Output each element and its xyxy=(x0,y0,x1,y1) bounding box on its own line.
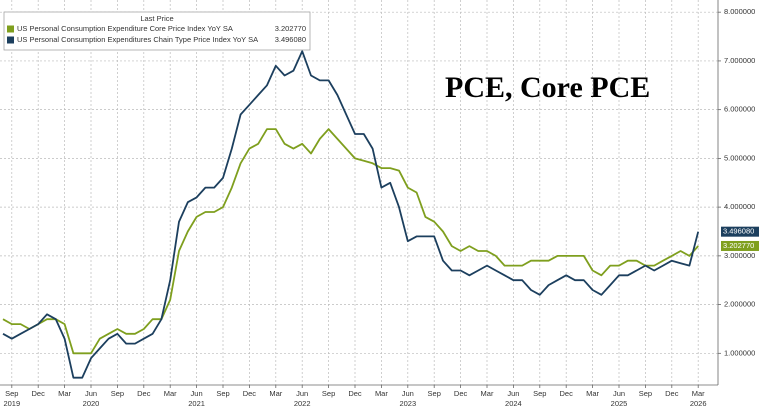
x-tick-label: Mar xyxy=(375,389,388,398)
year-label: 2025 xyxy=(611,399,628,408)
legend: Last Price US Personal Consumption Expen… xyxy=(3,11,311,51)
y-tick-label: 3.000000 xyxy=(724,251,755,260)
legend-swatch xyxy=(7,25,14,33)
year-label: 2019 xyxy=(3,399,20,408)
y-tick-label: 6.000000 xyxy=(724,105,755,114)
legend-swatch xyxy=(7,36,14,44)
y-tick-label: 2.000000 xyxy=(724,300,755,309)
legend-value: 3.496080 xyxy=(275,35,306,44)
year-label: 2024 xyxy=(505,399,522,408)
x-tick-label: Sep xyxy=(111,389,124,398)
x-tick-label: Dec xyxy=(32,389,46,398)
x-tick-label: Mar xyxy=(481,389,494,398)
y-tick-label: 4.000000 xyxy=(724,202,755,211)
year-label: 2021 xyxy=(188,399,205,408)
x-tick-label: Mar xyxy=(586,389,599,398)
x-tick-label: Jun xyxy=(191,389,203,398)
x-tick-label: Sep xyxy=(5,389,18,398)
x-tick-label: Dec xyxy=(243,389,257,398)
year-label: 2020 xyxy=(83,399,100,408)
x-tick-label: Sep xyxy=(322,389,335,398)
x-tick-label: Sep xyxy=(639,389,652,398)
y-tick-label: 1.000000 xyxy=(724,348,755,357)
series-line xyxy=(2,50,700,379)
x-tick-label: Mar xyxy=(269,389,282,398)
x-tick-label: Mar xyxy=(58,389,71,398)
y-tick-label: 5.000000 xyxy=(724,153,755,162)
x-tick-label: Sep xyxy=(216,389,229,398)
y-tick-label: 8.000000 xyxy=(724,7,755,16)
x-tick-label: Jun xyxy=(85,389,97,398)
x-tick-label: Jun xyxy=(507,389,519,398)
x-tick-label: Dec xyxy=(137,389,151,398)
x-tick-label: Mar xyxy=(164,389,177,398)
plot xyxy=(2,50,700,379)
x-tick-label: Mar xyxy=(692,389,705,398)
x-tick-label: Sep xyxy=(533,389,546,398)
legend-value: 3.202770 xyxy=(275,24,306,33)
y-tick-label: 7.000000 xyxy=(724,56,755,65)
year-label: 2023 xyxy=(399,399,416,408)
year-label: 2022 xyxy=(294,399,311,408)
annotation: PCE, Core PCE xyxy=(445,71,650,104)
last-value-box xyxy=(721,226,759,237)
x-tick-label: Jun xyxy=(402,389,414,398)
legend-header: Last Price xyxy=(140,14,173,23)
x-tick-label: Jun xyxy=(296,389,308,398)
x-tick-label: Dec xyxy=(560,389,574,398)
x-tick-label: Sep xyxy=(428,389,441,398)
last-value-label: 3.496080 xyxy=(723,227,754,236)
legend-box xyxy=(3,11,311,51)
x-tick-label: Dec xyxy=(348,389,362,398)
x-tick-label: Jun xyxy=(613,389,625,398)
last-value-box xyxy=(721,240,759,251)
last-value-label: 3.202770 xyxy=(723,241,754,250)
year-label: 2026 xyxy=(690,399,707,408)
series-line xyxy=(2,128,699,355)
x-tick-label: Dec xyxy=(454,389,468,398)
legend-label: US Personal Consumption Expenditure Core… xyxy=(17,24,233,33)
legend-label: US Personal Consumption Expenditures Cha… xyxy=(17,35,258,44)
x-tick-label: Dec xyxy=(665,389,679,398)
grid xyxy=(0,0,718,385)
